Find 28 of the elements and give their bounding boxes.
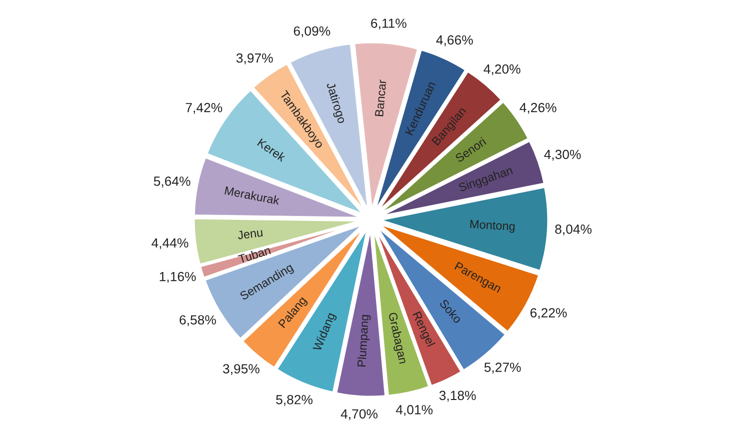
- data-label: 3,18%: [439, 390, 476, 402]
- slice-label: Grabagan: [386, 312, 408, 364]
- slice-label: Jatirogo: [324, 82, 347, 124]
- slice-label: Montong: [470, 220, 515, 233]
- data-label: 7,42%: [186, 102, 222, 114]
- data-label: 3,97%: [236, 53, 273, 64]
- data-label: 4,01%: [396, 405, 433, 416]
- data-label: 5,64%: [154, 176, 190, 188]
- data-label: 4,44%: [152, 238, 188, 250]
- data-label: 6,58%: [180, 315, 216, 326]
- data-label: 4,20%: [484, 64, 520, 76]
- slice-label: Merakurak: [224, 186, 280, 205]
- data-label: 6,22%: [530, 308, 567, 320]
- data-label: 4,66%: [436, 35, 473, 46]
- slice-label: Jenu: [237, 228, 263, 240]
- data-label: 3,95%: [223, 364, 260, 375]
- data-label: 4,26%: [520, 102, 556, 114]
- slice-label: Plumpang: [356, 314, 371, 367]
- data-label: 6,11%: [371, 18, 406, 30]
- data-label: 6,09%: [294, 26, 330, 38]
- slice-label: Tuban: [238, 246, 271, 264]
- data-label: 8,04%: [555, 224, 592, 236]
- data-label: 1,16%: [160, 272, 196, 283]
- data-label: 5,27%: [484, 362, 521, 374]
- data-label: 4,30%: [544, 150, 581, 161]
- slice-label: Bancar: [374, 80, 386, 116]
- data-label: 4,70%: [340, 409, 378, 420]
- data-label: 5,82%: [276, 394, 313, 406]
